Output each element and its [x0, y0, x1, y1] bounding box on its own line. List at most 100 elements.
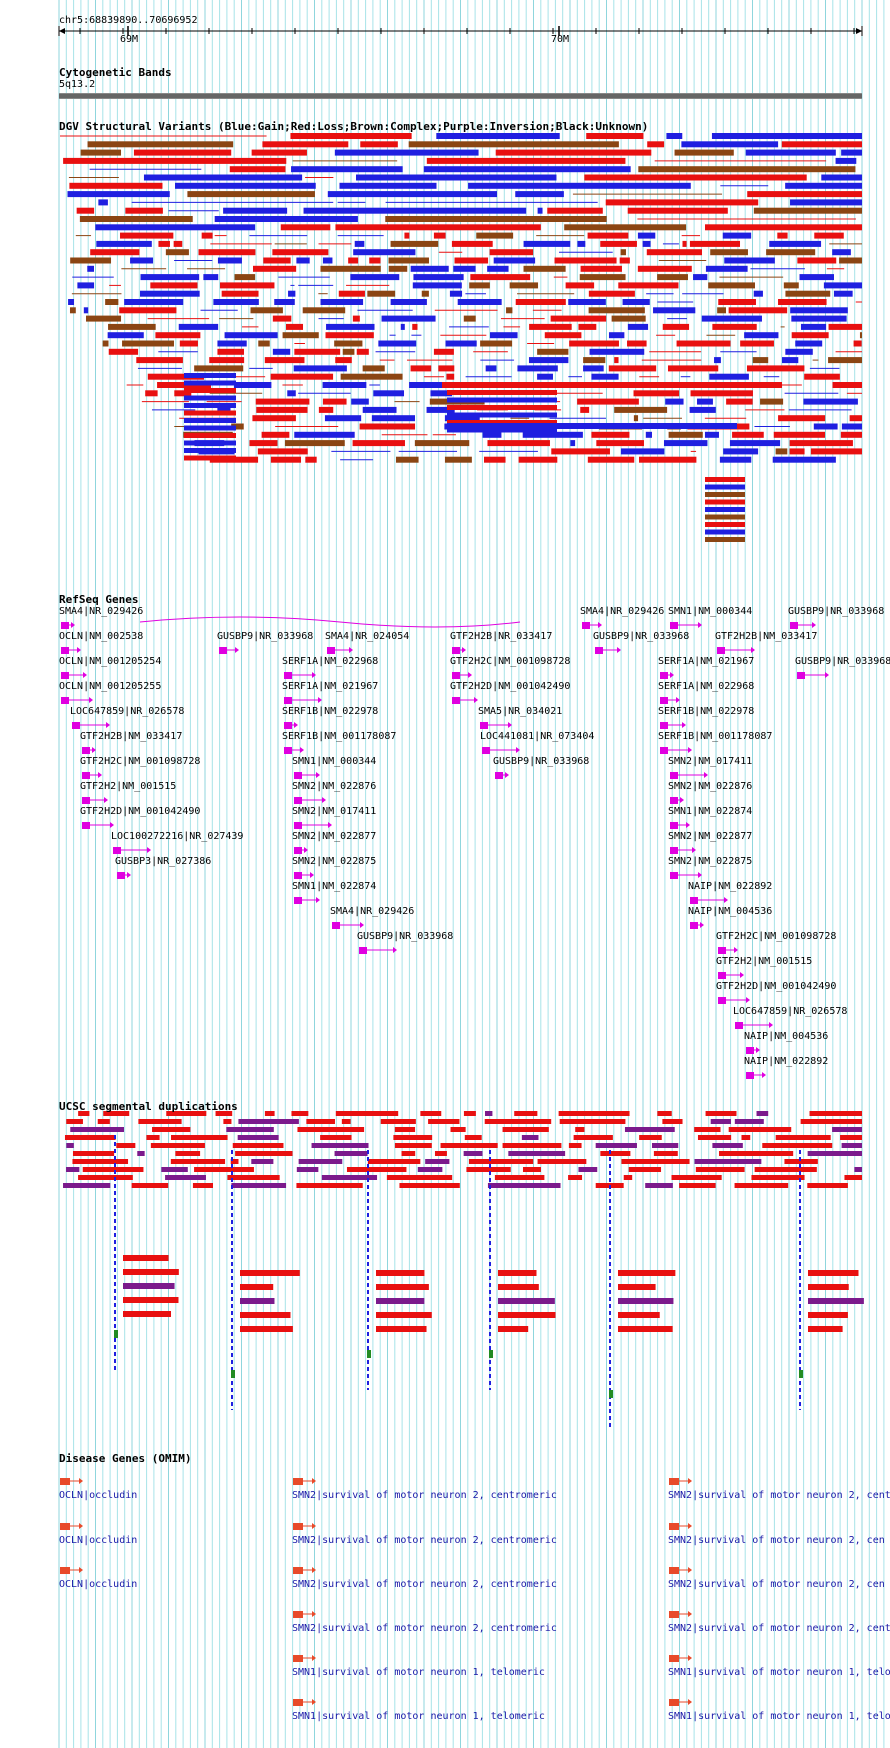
- omim-gene-label[interactable]: SMN2|survival of motor neuron 2, centrom…: [292, 1579, 557, 1590]
- gene-arrow: [670, 672, 674, 678]
- refseq-gene-label[interactable]: GTF2H2|NM_001515: [716, 956, 813, 967]
- refseq-gene-label[interactable]: SMN1|NM_022874: [668, 806, 753, 817]
- refseq-gene-label[interactable]: SMN2|NM_022875: [292, 856, 377, 867]
- gene-arrow: [322, 797, 326, 803]
- omim-gene-label[interactable]: SMN2|survival of motor neuron 2, centrom…: [292, 1490, 557, 1501]
- track-title-refseq[interactable]: RefSeq Genes: [59, 593, 139, 606]
- variant: [133, 149, 232, 156]
- refseq-gene-label[interactable]: OCLN|NM_002538: [59, 631, 144, 642]
- track-title-omim[interactable]: Disease Genes (OMIM): [59, 1452, 192, 1465]
- variant: [342, 348, 355, 355]
- variant: [637, 232, 656, 239]
- refseq-gene-label[interactable]: GTF2H2D|NM_001042490: [80, 806, 201, 817]
- omim-gene-label[interactable]: SMN2|survival of motor neuron 2, cen: [668, 1535, 885, 1546]
- refseq-gene-label[interactable]: GTF2H2C|NM_001098728: [80, 756, 201, 767]
- refseq-gene-label[interactable]: NAIP|NM_022892: [688, 881, 773, 892]
- refseq-gene-label[interactable]: GUSBP9|NR_033968: [795, 656, 890, 667]
- refseq-gene-label[interactable]: SMN2|NM_017411: [292, 806, 377, 817]
- gene-arrow: [235, 647, 239, 653]
- refseq-gene-label[interactable]: GUSBP3|NR_027386: [115, 856, 212, 867]
- refseq-gene-label[interactable]: SMN1|NM_000344: [668, 606, 753, 617]
- omim-exon: [293, 1523, 303, 1530]
- refseq-gene-label[interactable]: SMN2|NM_022875: [668, 856, 753, 867]
- refseq-gene-label[interactable]: SERF1B|NM_001178087: [282, 731, 397, 742]
- variant: [578, 323, 597, 330]
- refseq-gene-label[interactable]: GUSBP9|NR_033968: [493, 756, 590, 767]
- omim-gene-label[interactable]: SMN1|survival of motor neuron 1, telomer…: [292, 1711, 545, 1722]
- track-title-dgv[interactable]: DGV Structural Variants (Blue:Gain;Red:L…: [59, 120, 649, 133]
- refseq-gene-label[interactable]: GUSBP9|NR_033968: [217, 631, 314, 642]
- refseq-gene-label[interactable]: GTF2H2B|NM_033417: [80, 731, 183, 742]
- segdup: [171, 1135, 228, 1140]
- refseq-gene-label[interactable]: OCLN|NM_001205255: [59, 681, 162, 692]
- refseq-gene-label[interactable]: GTF2H2D|NM_001042490: [450, 681, 571, 692]
- refseq-gene-label[interactable]: GTF2H2|NM_001515: [80, 781, 177, 792]
- omim-gene-label[interactable]: OCLN|occludin: [59, 1535, 138, 1546]
- refseq-gene-label[interactable]: SERF1B|NM_022978: [658, 706, 755, 717]
- refseq-gene-label[interactable]: LOC100272216|NR_027439: [111, 831, 244, 842]
- refseq-gene-label[interactable]: SERF1B|NM_001178087: [658, 731, 773, 742]
- omim-gene-label[interactable]: SMN2|survival of motor neuron 2, cen: [668, 1579, 885, 1590]
- omim-gene-label[interactable]: SMN1|survival of motor neuron 1, telo: [668, 1711, 890, 1722]
- refseq-gene-label[interactable]: SERF1A|NM_022968: [658, 681, 755, 692]
- refseq-gene-label[interactable]: NAIP|NM_004536: [688, 906, 773, 917]
- variant: [293, 365, 347, 372]
- variant: [814, 232, 844, 239]
- refseq-gene-label[interactable]: GUSBP9|NR_033968: [788, 606, 885, 617]
- refseq-gene-label[interactable]: SMN2|NM_022877: [668, 831, 753, 842]
- refseq-gene-label[interactable]: SMN2|NM_022876: [292, 781, 377, 792]
- refseq-gene-label[interactable]: SERF1A|NM_021967: [282, 681, 379, 692]
- variant: [570, 440, 576, 447]
- refseq-gene-label[interactable]: SMA4|NR_029426: [59, 606, 144, 617]
- refseq-gene-label[interactable]: GTF2H2B|NM_033417: [715, 631, 818, 642]
- refseq-gene-label[interactable]: GTF2H2B|NR_033417: [450, 631, 553, 642]
- segdup-green: [231, 1370, 235, 1378]
- refseq-gene-label[interactable]: GTF2H2C|NM_001098728: [716, 931, 837, 942]
- refseq-gene-label[interactable]: NAIP|NM_022892: [744, 1056, 829, 1067]
- omim-gene-label[interactable]: SMN2|survival of motor neuron 2, centrom…: [292, 1623, 557, 1634]
- refseq-gene-label[interactable]: OCLN|NM_001205254: [59, 656, 162, 667]
- refseq-gene-label[interactable]: GTF2H2D|NM_001042490: [716, 981, 837, 992]
- gene-exon: [284, 722, 292, 729]
- refseq-gene-label[interactable]: SMN2|NM_022877: [292, 831, 377, 842]
- variant: [726, 398, 753, 405]
- omim-arrow: [312, 1699, 316, 1705]
- variant: [184, 395, 236, 401]
- segdup: [450, 1127, 466, 1132]
- omim-gene-label[interactable]: SMN2|survival of motor neuron 2, cent: [668, 1623, 890, 1634]
- refseq-gene-label[interactable]: GUSBP9|NR_033968: [357, 931, 454, 942]
- refseq-gene-label[interactable]: LOC441081|NR_073404: [480, 731, 595, 742]
- variant: [579, 274, 626, 281]
- refseq-gene-label[interactable]: SMN2|NM_022876: [668, 781, 753, 792]
- refseq-gene-label[interactable]: SMN1|NM_000344: [292, 756, 377, 767]
- omim-gene-label[interactable]: OCLN|occludin: [59, 1490, 138, 1501]
- refseq-gene-label[interactable]: SERF1B|NM_022978: [282, 706, 379, 717]
- gene-arrow: [762, 1072, 766, 1078]
- refseq-gene-label[interactable]: SMA5|NR_034021: [478, 706, 563, 717]
- refseq-gene-label[interactable]: LOC647859|NR_026578: [70, 706, 185, 717]
- refseq-gene-label[interactable]: SERF1A|NM_021967: [658, 656, 755, 667]
- variant: [753, 290, 763, 297]
- omim-gene-label[interactable]: OCLN|occludin: [59, 1579, 138, 1590]
- omim-gene-label[interactable]: SMN1|survival of motor neuron 1, telomer…: [292, 1667, 545, 1678]
- refseq-gene-label[interactable]: GUSBP9|NR_033968: [593, 631, 690, 642]
- track-title-cytoband[interactable]: Cytogenetic Bands: [59, 66, 172, 79]
- refseq-gene-label[interactable]: SMA4|NR_029426: [330, 906, 415, 917]
- refseq-gene-label[interactable]: SMN1|NM_022874: [292, 881, 377, 892]
- omim-gene-label[interactable]: SMN2|survival of motor neuron 2, cent: [668, 1490, 890, 1501]
- refseq-gene-label[interactable]: LOC647859|NR_026578: [733, 1006, 848, 1017]
- refseq-gene-label[interactable]: NAIP|NM_004536: [744, 1031, 829, 1042]
- refseq-gene-label[interactable]: SMA4|NR_024054: [325, 631, 410, 642]
- omim-gene-label[interactable]: SMN2|survival of motor neuron 2, centrom…: [292, 1535, 557, 1546]
- variant: [143, 174, 303, 181]
- variant: [701, 315, 762, 322]
- segdup: [417, 1167, 443, 1172]
- refseq-gene-label[interactable]: GTF2H2C|NM_001098728: [450, 656, 571, 667]
- segdup: [166, 1111, 207, 1116]
- refseq-gene-label[interactable]: SERF1A|NM_022968: [282, 656, 379, 667]
- track-title-segdup[interactable]: UCSC segmental duplications: [59, 1100, 238, 1113]
- omim-gene-label[interactable]: SMN1|survival of motor neuron 1, telo: [668, 1667, 890, 1678]
- segdup: [808, 1326, 843, 1332]
- refseq-gene-label[interactable]: SMA4|NR_029426: [580, 606, 665, 617]
- refseq-gene-label[interactable]: SMN2|NM_017411: [668, 756, 753, 767]
